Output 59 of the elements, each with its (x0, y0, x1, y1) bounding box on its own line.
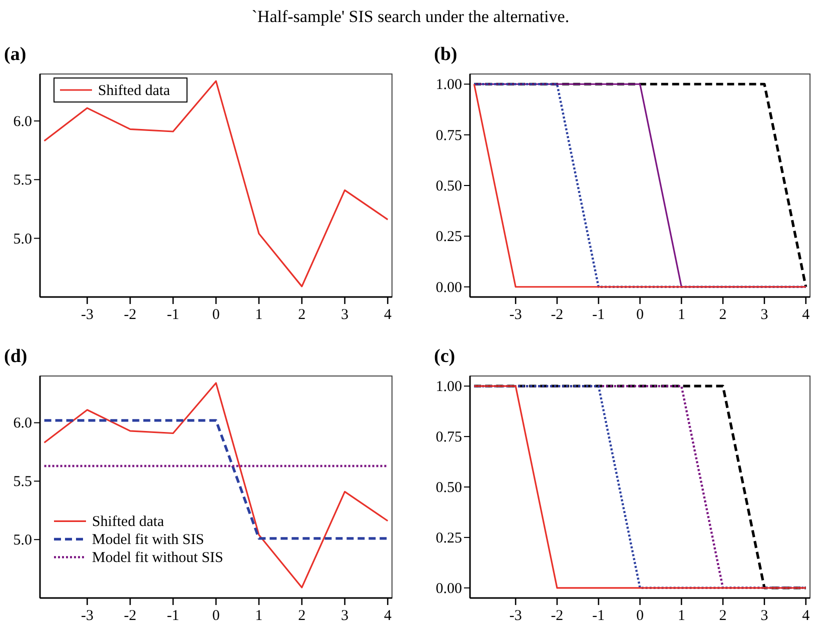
legend-label: Shifted data (98, 83, 170, 99)
legend-label: Model fit without SIS (92, 550, 224, 566)
y-tick-label: 5.5 (13, 172, 32, 189)
x-tick-label: 3 (760, 608, 768, 624)
x-tick-label: 2 (298, 307, 306, 323)
y-tick-label: 6.0 (13, 416, 32, 432)
y-tick-label: 6.0 (13, 114, 32, 130)
x-tick-label: -3 (80, 608, 94, 624)
x-tick-label: -1 (592, 307, 605, 323)
x-tick-label: -2 (550, 307, 564, 323)
x-tick-label: 1 (255, 608, 263, 624)
x-tick-label: 2 (719, 307, 727, 323)
y-tick-label: 0.25 (436, 229, 462, 246)
x-tick-label: 3 (760, 307, 768, 323)
line-series (43, 382, 389, 588)
y-tick-label: 5.0 (13, 532, 32, 549)
y-tick-label: 1.00 (436, 379, 462, 396)
x-tick-label: 3 (341, 307, 349, 323)
chart-title: (c) (434, 346, 456, 367)
x-tick-label: 1 (255, 307, 263, 323)
y-tick-label: 0.75 (436, 128, 462, 144)
chart-title: (d) (4, 346, 28, 367)
chart-title: (a) (4, 44, 26, 65)
x-tick-label: 1 (678, 307, 686, 323)
x-tick-label: -2 (550, 608, 564, 624)
x-tick-label: -3 (509, 307, 522, 323)
y-tick-label: 1.00 (436, 77, 462, 94)
x-tick-label: 2 (719, 608, 727, 624)
x-tick-label: -2 (124, 608, 136, 624)
x-tick-label: 4 (384, 608, 392, 624)
x-tick-label: 0 (212, 307, 220, 323)
x-tick-label: 0 (636, 307, 644, 323)
x-tick-label: 4 (802, 608, 810, 624)
x-tick-label: -2 (124, 307, 136, 323)
chart-title: (b) (434, 44, 458, 65)
line-series (43, 80, 389, 288)
x-tick-label: 0 (212, 608, 220, 624)
y-tick-label: 0.50 (436, 480, 462, 496)
y-tick-label: 0.75 (436, 430, 462, 446)
y-tick-label: 0.00 (436, 280, 462, 296)
y-tick-label: 0.00 (436, 580, 462, 597)
x-tick-label: 2 (298, 608, 306, 624)
legend-label: Model fit with SIS (92, 532, 204, 548)
x-tick-label: -3 (80, 307, 94, 323)
text: `Half-sample' SIS search under the alternative. (252, 7, 570, 26)
y-tick-label: 0.50 (436, 178, 462, 194)
x-tick-label: -1 (166, 608, 180, 624)
y-tick-label: 5.5 (13, 474, 32, 490)
x-tick-label: -1 (166, 307, 180, 323)
x-tick-label: -3 (509, 608, 522, 624)
x-tick-label: 3 (341, 608, 349, 624)
x-tick-label: 0 (636, 608, 644, 624)
x-tick-label: 4 (802, 307, 810, 323)
x-tick-label: 4 (384, 307, 392, 323)
y-tick-label: 0.25 (436, 530, 462, 546)
x-tick-label: 1 (678, 608, 686, 624)
y-tick-label: 5.0 (13, 231, 32, 248)
legend-label: Shifted data (92, 514, 164, 530)
x-tick-label: -1 (592, 608, 605, 624)
